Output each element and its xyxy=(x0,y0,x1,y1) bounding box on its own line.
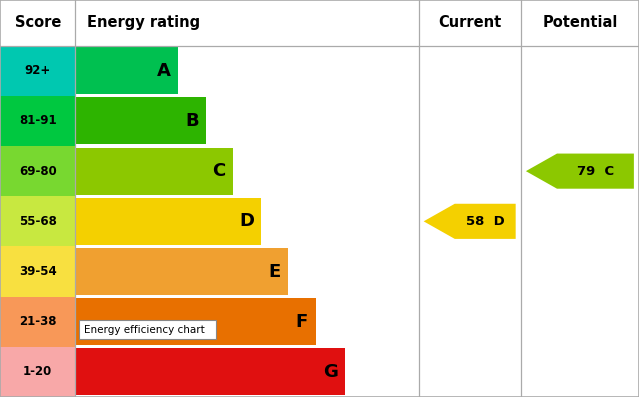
Text: Potential: Potential xyxy=(543,15,617,30)
Text: Energy efficiency chart: Energy efficiency chart xyxy=(84,325,204,335)
Text: E: E xyxy=(268,262,281,281)
Text: 55-68: 55-68 xyxy=(19,215,57,228)
Bar xyxy=(75,198,261,245)
Text: Score: Score xyxy=(15,15,61,30)
Bar xyxy=(75,47,178,94)
Bar xyxy=(0,247,75,297)
Bar xyxy=(0,96,75,146)
Text: F: F xyxy=(295,313,307,331)
Text: Current: Current xyxy=(438,15,501,30)
Text: C: C xyxy=(213,162,226,180)
Bar xyxy=(0,196,75,247)
Bar xyxy=(75,248,288,295)
Text: 92+: 92+ xyxy=(24,64,51,77)
Text: Energy rating: Energy rating xyxy=(87,15,200,30)
Bar xyxy=(0,46,75,96)
Text: 21-38: 21-38 xyxy=(19,315,56,328)
Bar xyxy=(0,347,75,397)
Bar xyxy=(0,297,75,347)
Text: 81-91: 81-91 xyxy=(19,114,56,127)
Text: G: G xyxy=(323,363,338,381)
Polygon shape xyxy=(526,154,634,189)
Text: 39-54: 39-54 xyxy=(19,265,57,278)
FancyBboxPatch shape xyxy=(79,320,216,339)
Bar xyxy=(75,148,233,195)
Bar xyxy=(0,146,75,196)
Text: 1-20: 1-20 xyxy=(23,365,52,378)
Text: 79  C: 79 C xyxy=(577,165,614,177)
Bar xyxy=(75,349,345,395)
Bar xyxy=(75,298,316,345)
Bar xyxy=(75,97,206,145)
Text: B: B xyxy=(185,112,199,130)
Text: 69-80: 69-80 xyxy=(19,165,57,177)
Text: D: D xyxy=(239,212,254,230)
Polygon shape xyxy=(424,204,516,239)
Text: 58  D: 58 D xyxy=(466,215,505,228)
Text: A: A xyxy=(157,62,171,80)
